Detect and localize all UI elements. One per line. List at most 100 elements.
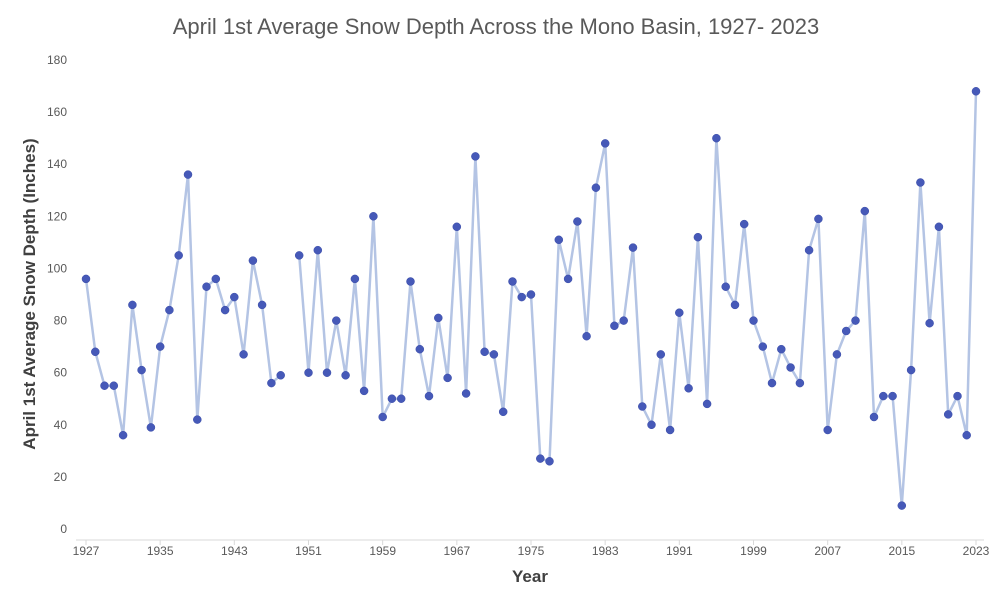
x-tick-label: 2007 [814,544,841,558]
data-point [313,245,323,255]
data-point [211,274,221,284]
data-point [332,316,341,325]
data-point [424,391,434,401]
data-point [628,243,638,252]
data-point [434,313,443,323]
x-axis-ticks: 1927 1935 1943 1951 1959 1967 1975 1983 1991 1999… [73,540,990,558]
x-tick-label: 1983 [592,544,619,558]
series-line [84,173,282,437]
data-point [600,139,610,148]
data-point [943,410,953,419]
data-point [591,183,601,192]
data-point [128,300,137,310]
data-point [322,368,332,377]
data-point [304,368,313,377]
data-point [610,321,619,331]
x-tick-label: 1943 [221,544,248,558]
data-point [962,430,971,440]
x-tick-label: 2015 [888,544,915,558]
y-tick-label: 40 [54,418,68,432]
series-line-group [84,91,978,507]
data-point [498,407,508,417]
data-point [758,342,768,351]
data-point [155,342,165,351]
data-point [536,454,545,463]
data-point [248,256,258,265]
data-point [832,350,842,359]
data-point [137,365,146,375]
x-tick-label: 1927 [73,544,100,558]
x-tick-label: 2023 [963,544,990,558]
data-point [545,457,554,466]
data-point [276,371,285,380]
data-point [471,152,480,161]
data-point [461,389,471,398]
y-tick-label: 120 [47,209,67,223]
data-point [508,277,517,286]
data-point [91,347,100,357]
x-tick-label: 1975 [518,544,545,558]
y-tick-label: 180 [47,53,67,67]
data-point [202,282,211,291]
data-point [814,214,823,224]
data-point [109,381,119,390]
data-point [526,290,536,299]
x-tick-label: 1951 [295,544,322,558]
data-point [220,305,230,315]
data-point [619,316,628,325]
data-point [294,251,304,260]
data-point [638,402,647,411]
data-point [823,425,832,435]
data-point [934,222,944,232]
data-point [712,133,721,143]
data-point [146,423,156,432]
data-point [174,251,183,260]
data-point [396,394,406,403]
data-point [906,365,916,375]
data-point [81,274,91,284]
x-axis-title: Year [512,567,548,586]
data-point [971,87,981,96]
data-point [480,347,489,357]
data-point [443,373,452,383]
data-point [860,206,870,216]
data-point [489,350,499,359]
data-point [730,300,740,310]
data-point [239,350,248,359]
data-point [897,501,907,510]
y-tick-label: 140 [47,157,67,171]
data-point [517,292,526,302]
data-point [702,399,712,409]
data-point [165,305,174,315]
x-tick-label: 1999 [740,544,767,558]
data-point [100,381,109,390]
data-point [573,217,582,226]
data-point [804,245,814,255]
data-point [350,274,360,284]
data-point [665,425,675,435]
data-point [193,415,202,424]
data-point [879,391,888,401]
x-tick-label: 1991 [666,544,693,558]
data-point [267,378,276,388]
data-point [341,371,350,380]
data-point [777,344,786,354]
data-point [721,282,730,291]
data-point [675,308,684,317]
data-point [656,350,666,359]
data-point [693,232,703,242]
data-point [841,326,851,336]
x-tick-label: 1935 [147,544,174,558]
data-point [563,274,573,284]
data-point [183,170,193,179]
data-point [582,331,591,341]
series-points-group [81,87,981,510]
data-point [230,292,239,302]
data-point [647,420,656,430]
data-point [118,430,128,440]
data-point [554,235,564,245]
data-point [749,316,758,325]
y-tick-label: 100 [47,261,67,275]
y-tick-label: 60 [54,366,68,380]
